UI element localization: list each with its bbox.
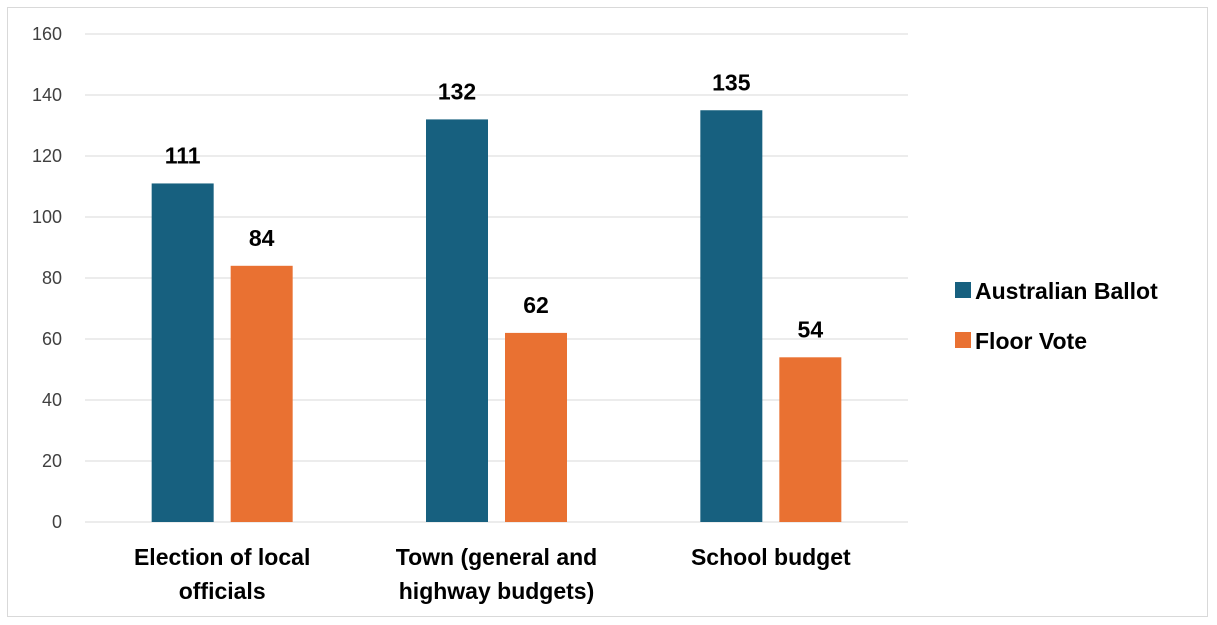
category-label-line: officials — [179, 578, 266, 604]
legend-item: Floor Vote — [955, 328, 1087, 354]
data-label: 132 — [438, 78, 476, 104]
data-label: 111 — [165, 142, 201, 168]
y-tick-label: 160 — [32, 24, 62, 44]
category-label-line: Town (general and — [396, 544, 597, 570]
bar-australian-ballot — [426, 119, 488, 523]
bar-australian-ballot — [151, 183, 214, 522]
legend-label: Floor Vote — [975, 328, 1087, 354]
bar-floor-vote — [505, 332, 567, 522]
legend-swatch — [955, 332, 971, 348]
category-labels: Election of local officials Town (general … — [134, 544, 851, 604]
bar-floor-vote — [779, 357, 842, 522]
legend: Australian Ballot Floor Vote — [955, 278, 1158, 354]
data-label: 84 — [249, 225, 275, 251]
legend-item: Australian Ballot — [955, 278, 1158, 304]
data-label: 135 — [712, 69, 751, 95]
bars — [151, 110, 842, 523]
data-label: 54 — [798, 316, 824, 342]
category-label-line: highway budgets) — [399, 578, 595, 604]
bar-australian-ballot — [700, 110, 763, 522]
y-tick-label: 0 — [52, 512, 62, 532]
category-label: Town (general and highway budgets) — [396, 544, 597, 604]
y-tick-label: 80 — [42, 268, 62, 288]
y-tick-label: 20 — [42, 451, 62, 471]
data-labels: 111 84 132 62 135 54 — [165, 69, 824, 342]
y-axis-ticks: 0 20 40 60 80 100 120 140 160 — [32, 24, 62, 532]
y-tick-label: 140 — [32, 85, 62, 105]
category-label: Election of local officials — [134, 544, 310, 604]
legend-swatch — [955, 282, 971, 298]
y-tick-label: 60 — [42, 329, 62, 349]
y-tick-label: 120 — [32, 146, 62, 166]
category-label-line: Election of local — [134, 544, 310, 570]
category-label-line: School budget — [691, 544, 851, 570]
category-label: School budget — [691, 544, 851, 570]
y-tick-label: 40 — [42, 390, 62, 410]
gridlines — [85, 33, 908, 523]
bar-floor-vote — [230, 265, 293, 522]
data-label: 62 — [523, 292, 549, 318]
y-tick-label: 100 — [32, 207, 62, 227]
legend-label: Australian Ballot — [975, 278, 1158, 304]
